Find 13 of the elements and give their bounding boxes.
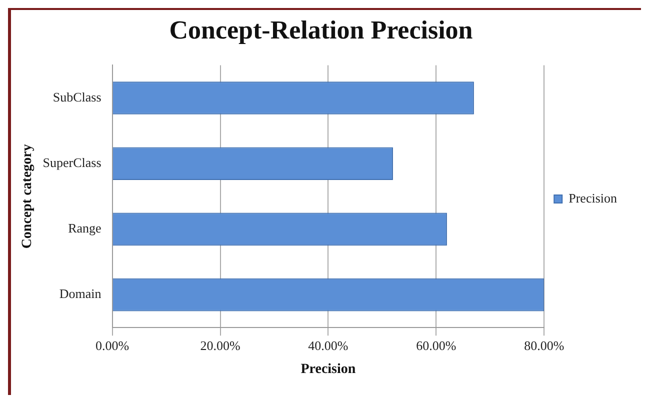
x-axis-title: Precision (300, 362, 356, 378)
chart-title: Concept-Relation Precision (169, 15, 474, 44)
x-tick-label: 20.00% (200, 338, 240, 353)
x-tick-label: 80.00% (524, 338, 564, 353)
y-tick-label: SubClass (52, 89, 102, 104)
legend-label: Precision (568, 190, 618, 206)
y-tick-label: Range (68, 220, 102, 236)
y-axis-title: Concept category (20, 144, 36, 249)
x-tick-label: 0.00% (96, 338, 130, 353)
x-tick-label: 40.00% (308, 338, 348, 353)
x-tick-label: 60.00% (416, 338, 456, 353)
y-tick-label: Domain (59, 286, 102, 302)
y-tick-label: SuperClass (42, 155, 102, 170)
